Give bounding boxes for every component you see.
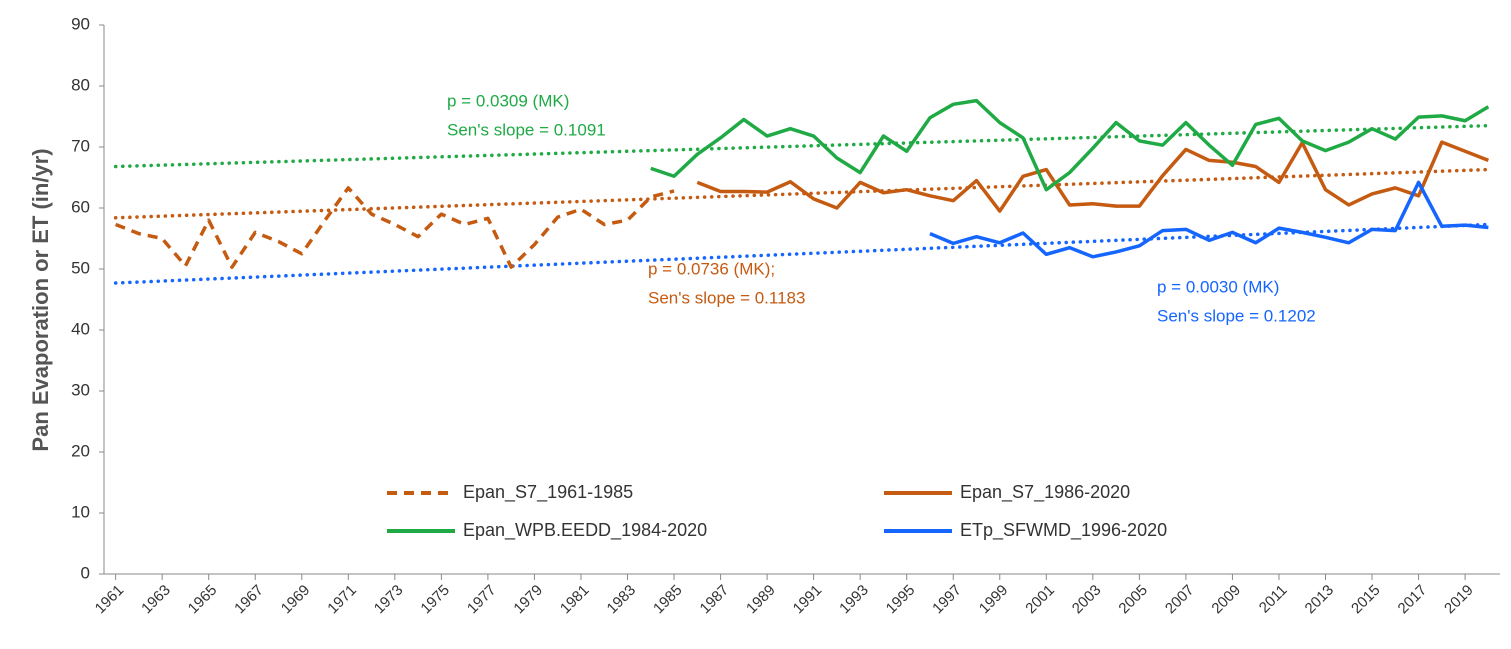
data-line [929,180,1489,259]
x-tick-label: 1997 [929,582,965,618]
y-tick-label: 90 [71,14,90,33]
annotation: Sen's slope = 0.1091 [447,120,606,139]
x-tick-label: 1975 [417,582,453,618]
x-tick-label: 1995 [883,582,919,618]
y-tick-label: 30 [71,380,90,399]
y-tick-label: 20 [71,441,90,460]
x-tick-label: 2011 [1256,582,1291,617]
annotation: p = 0.0309 (MK) [447,91,569,110]
x-tick-label: 1987 [697,582,733,618]
data-line [696,140,1490,213]
x-tick-label: 1991 [790,582,826,618]
y-tick-label: 0 [81,563,90,582]
x-tick-label: 2019 [1441,582,1477,618]
x-tick-label: 1969 [278,582,314,618]
x-tick-label: 1967 [231,582,267,618]
trend-line [113,167,1491,220]
annotation: p = 0.0736 (MK); [648,259,775,278]
x-tick-label: 2017 [1395,582,1431,618]
x-tick-label: 1981 [557,582,593,618]
data-line [650,98,1490,192]
x-tick-label: 1993 [836,582,872,618]
x-tick-label: 1979 [510,582,546,618]
x-tick-label: 2013 [1302,582,1338,618]
legend-label: Epan_S7_1961-1985 [463,482,633,503]
y-tick-label: 80 [71,75,90,94]
x-tick-label: 2015 [1348,582,1384,618]
x-tick-label: 1971 [324,582,360,618]
x-tick-label: 1989 [743,582,779,618]
annotation: p = 0.0030 (MK) [1157,277,1279,296]
x-tick-label: 1977 [464,582,500,618]
x-tick-label: 1961 [92,582,128,618]
legend-label: Epan_WPB.EEDD_1984-2020 [463,520,707,541]
x-tick-label: 1965 [185,582,221,618]
y-tick-label: 10 [71,502,90,521]
x-tick-label: 2009 [1208,582,1244,618]
x-tick-label: 1963 [138,582,174,618]
y-axis-label: Pan Evaporation or ET (in/yr) [28,148,53,451]
trend-line [113,222,1491,285]
x-tick-label: 2001 [1022,582,1058,618]
legend-label: Epan_S7_1986-2020 [960,482,1130,503]
x-tick-label: 2005 [1115,582,1151,618]
y-tick-label: 50 [71,258,90,277]
x-tick-label: 2007 [1162,582,1198,618]
data-line [114,186,675,269]
x-tick-label: 1999 [976,582,1012,618]
x-tick-label: 1983 [604,582,640,618]
annotation: Sen's slope = 0.1202 [1157,306,1316,325]
trend-line [113,123,1491,169]
y-tick-label: 60 [71,197,90,216]
annotation: Sen's slope = 0.1183 [648,288,805,307]
legend-label: ETp_SFWMD_1996-2020 [960,520,1167,541]
y-tick-label: 40 [71,319,90,338]
x-tick-label: 1985 [650,582,686,618]
x-tick-label: 1973 [371,582,407,618]
x-tick-label: 2003 [1069,582,1105,618]
y-tick-label: 70 [71,136,90,155]
